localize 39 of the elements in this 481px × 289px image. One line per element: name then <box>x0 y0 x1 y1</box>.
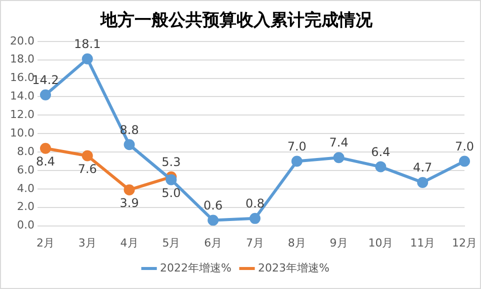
x-tick-label: 11月 <box>410 236 436 250</box>
data-label: 0.6 <box>204 198 223 212</box>
y-tick-label: 16.0 <box>10 71 34 84</box>
x-tick-label: 8月 <box>288 236 306 250</box>
x-tick-label: 3月 <box>78 236 96 250</box>
data-label: 5.3 <box>162 155 181 170</box>
y-tick-label: 4.0 <box>16 182 34 195</box>
legend-label: 2022年增速% <box>160 261 232 274</box>
y-tick-label: 8.0 <box>16 144 34 158</box>
x-tick-label: 6月 <box>204 236 222 250</box>
y-tick-label: 0.0 <box>16 218 34 232</box>
data-label: 5.0 <box>162 186 181 200</box>
y-tick-label: 14.0 <box>10 90 34 103</box>
data-label: 4.7 <box>413 160 432 175</box>
x-tick-label: 5月 <box>162 236 180 250</box>
y-tick-label: 18.0 <box>10 52 34 66</box>
x-tick-label: 2月 <box>36 236 54 250</box>
data-label: 0.8 <box>245 196 265 211</box>
y-tick-label: 10.0 <box>10 126 34 140</box>
x-tick-label: 4月 <box>120 236 138 250</box>
x-tick-label: 12月 <box>452 236 477 250</box>
data-label: 7.6 <box>78 162 97 176</box>
chart-title: 地方一般公共预算收入累计完成情况 <box>100 10 374 31</box>
x-tick-label: 10月 <box>368 236 394 250</box>
data-label: 6.4 <box>371 144 390 159</box>
data-label: 7.4 <box>329 136 348 150</box>
y-tick-label: 12.0 <box>10 108 34 122</box>
data-label: 14.2 <box>32 73 59 87</box>
y-tick-label: 20.0 <box>10 34 34 48</box>
data-label: 7.0 <box>454 139 474 154</box>
data-label: 8.4 <box>36 154 56 168</box>
data-label: 3.9 <box>120 196 139 210</box>
x-tick-label: 9月 <box>330 236 348 250</box>
y-tick-label: 6.0 <box>16 163 34 176</box>
data-label: 18.1 <box>74 37 101 52</box>
y-tick-label: 2.0 <box>16 200 34 214</box>
data-label: 7.0 <box>287 139 306 154</box>
legend-label: 2023年增速% <box>258 261 330 274</box>
x-tick-label: 7月 <box>246 236 264 250</box>
